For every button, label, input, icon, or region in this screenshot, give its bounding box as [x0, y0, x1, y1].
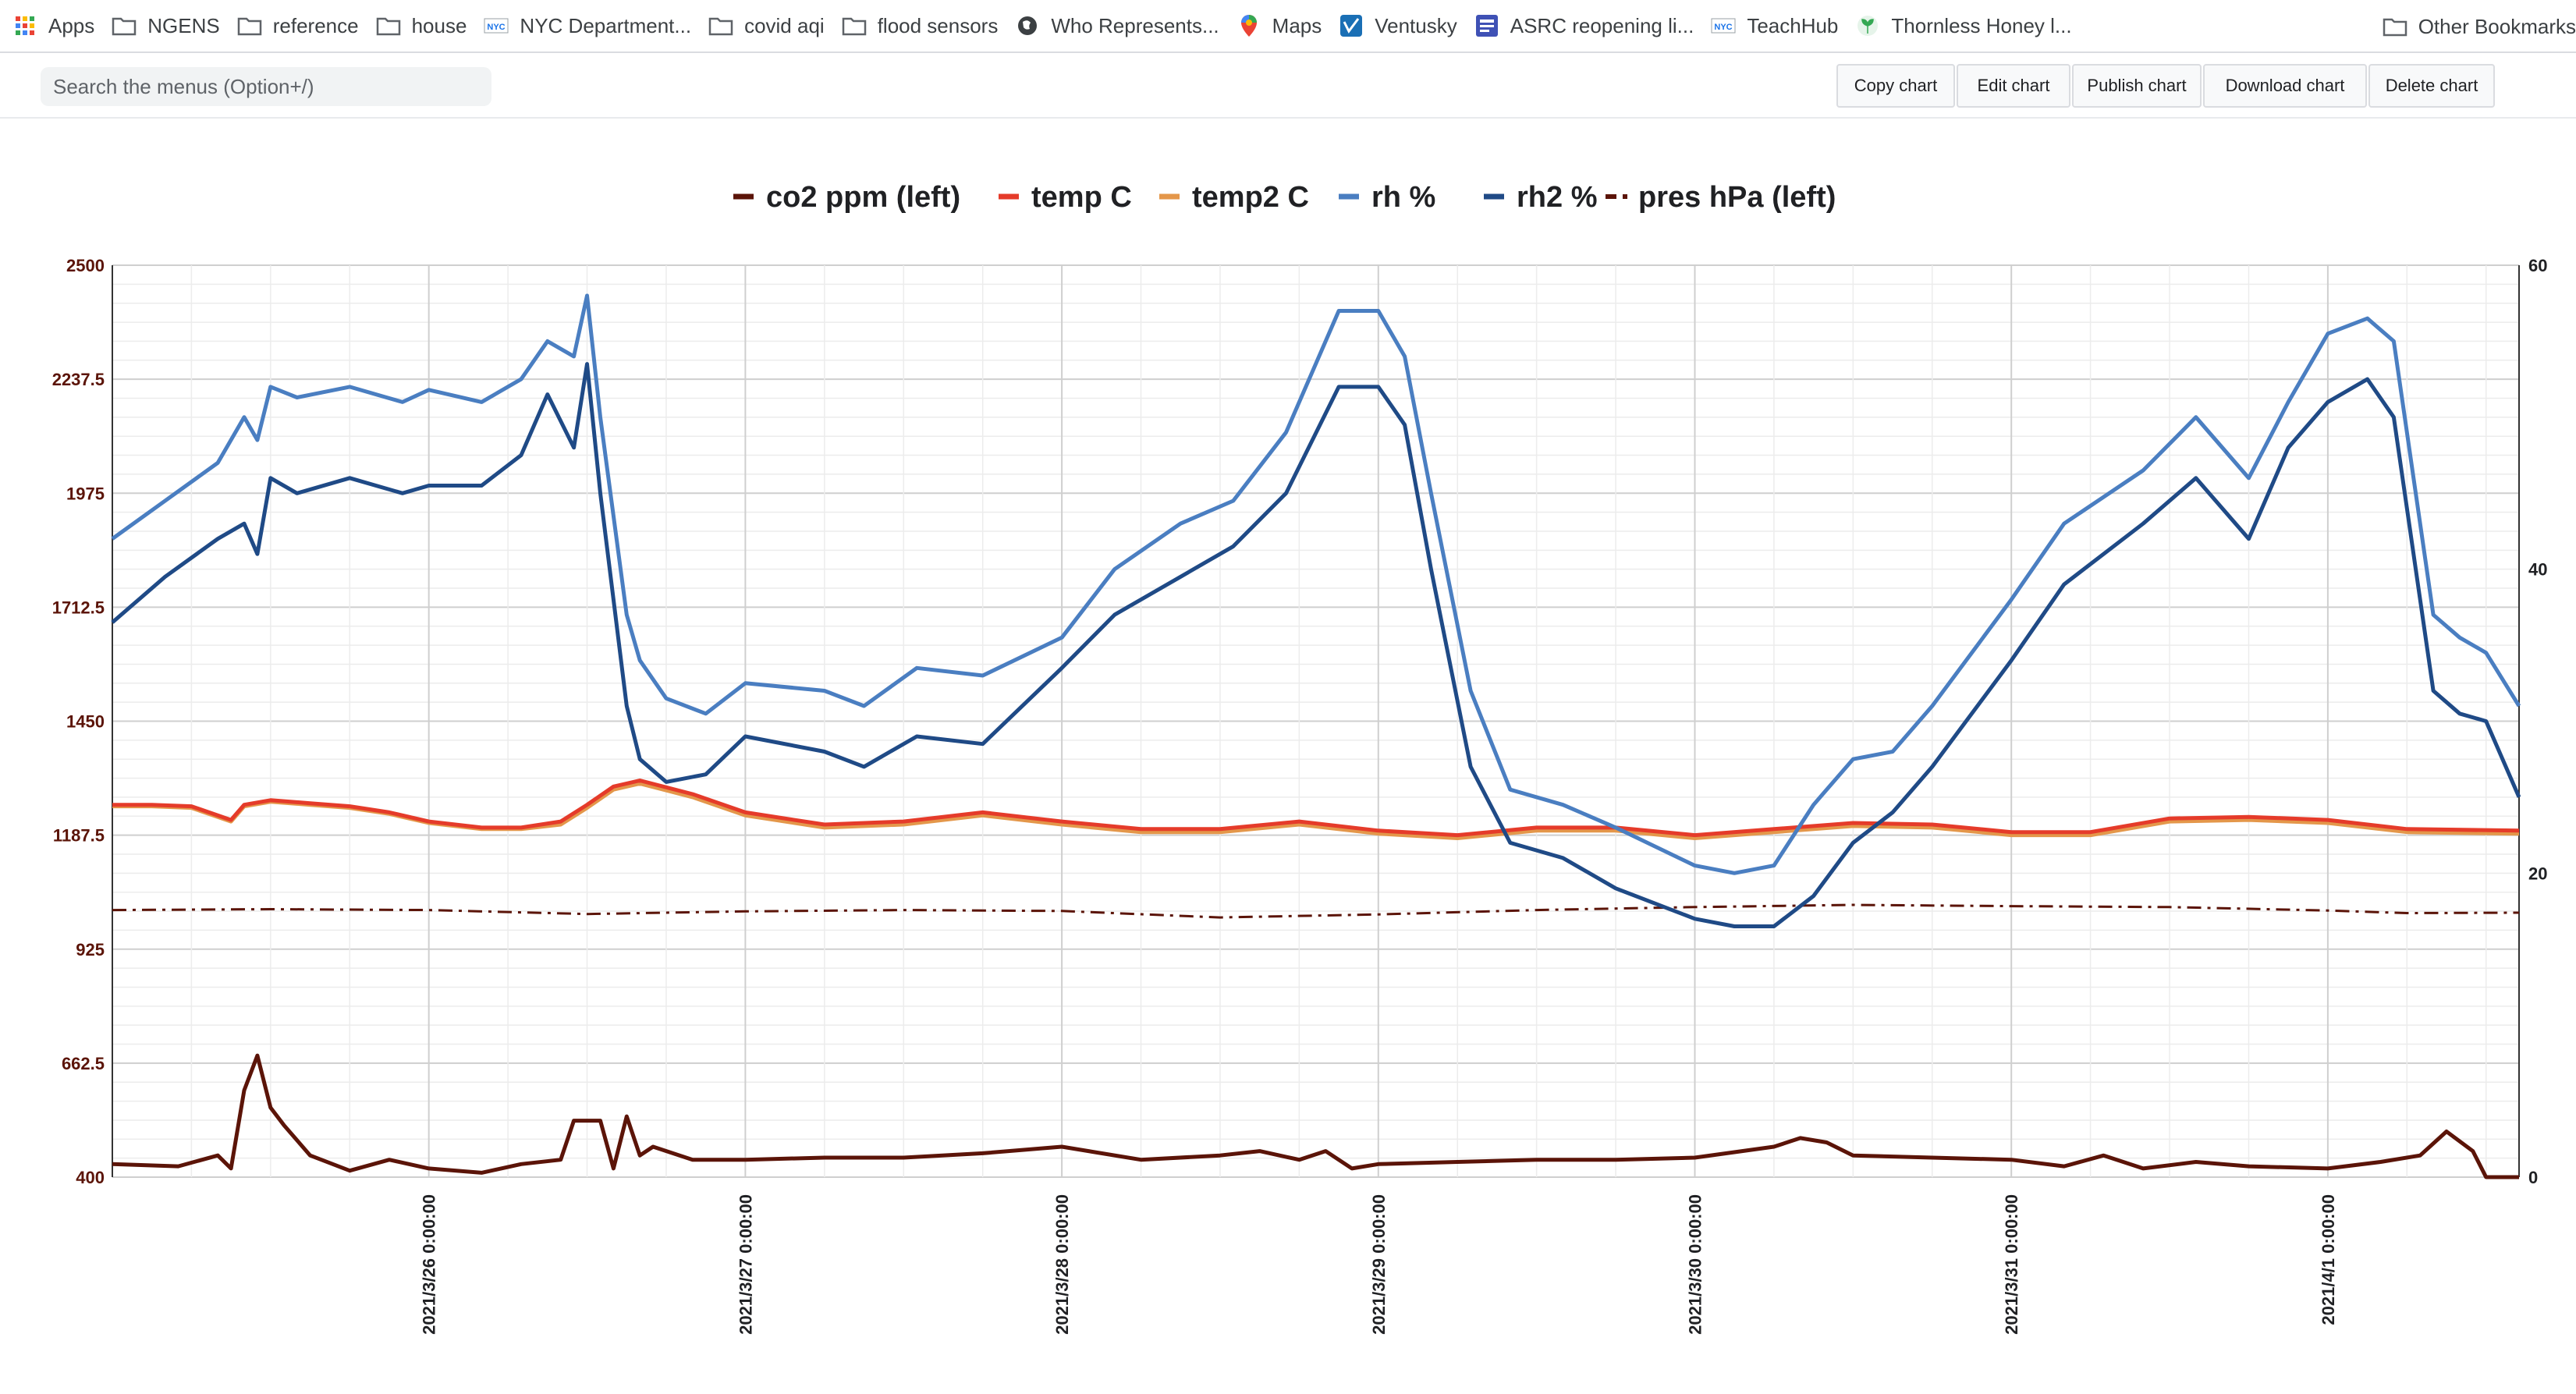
chart-series: [111, 293, 2521, 1179]
y-right-tick-label: 40: [2528, 560, 2547, 580]
series-line-2: [112, 781, 2520, 840]
y-left-tick-label: 1450: [66, 712, 105, 732]
chart-axes: 400662.59251187.514501712.519752237.5250…: [52, 256, 2548, 1335]
x-tick-label: 2021/3/26 0:00:00: [420, 1194, 439, 1335]
bookmark-label: covid aqi: [744, 13, 825, 37]
legend-label: co2 ppm (left): [766, 181, 960, 214]
legend-label: rh %: [1371, 181, 1435, 214]
bookmark-item[interactable]: flood sensors: [836, 5, 1009, 46]
bookmark-item[interactable]: NYC TeachHub: [1705, 5, 1849, 46]
edit-chart-button[interactable]: Edit chart: [1957, 64, 2070, 108]
x-tick-label: 2021/3/29 0:00:00: [1369, 1194, 1389, 1335]
x-tick-label: 2021/4/1 0:00:00: [2319, 1194, 2338, 1325]
bookmark-label: Maps: [1272, 13, 1322, 37]
series-line-1: [112, 779, 2520, 838]
publish-chart-button[interactable]: Publish chart: [2072, 64, 2202, 108]
search-menus-input[interactable]: [41, 67, 491, 106]
y-left-tick-label: 2237.5: [52, 370, 105, 389]
bookmark-item[interactable]: house: [370, 5, 478, 46]
legend-item[interactable]: temp2 C: [1159, 181, 1309, 214]
bookmark-label: NYC Department...: [520, 13, 692, 37]
svg-text:NYC: NYC: [488, 23, 506, 32]
folder-icon: [376, 13, 401, 38]
y-left-tick-label: 662.5: [62, 1054, 105, 1073]
bookmark-label: Thornless Honey l...: [1891, 13, 2072, 37]
folder-icon: [2383, 14, 2407, 39]
bookmark-item[interactable]: covid aqi: [702, 5, 836, 46]
chart-legend: co2 ppm (left) temp C temp2 C rh % rh2 % pres…: [733, 181, 1836, 214]
svg-text:NYC: NYC: [1715, 23, 1733, 32]
y-left-tick-label: 1187.5: [53, 826, 105, 846]
y-left-tick-label: 1712.5: [52, 598, 105, 617]
folder-icon: [112, 13, 137, 38]
legend-item[interactable]: rh %: [1339, 181, 1435, 214]
maps-pin-icon: [1237, 13, 1261, 38]
bookmark-label: Who Represents...: [1051, 13, 1219, 37]
legend-item[interactable]: pres hPa (left): [1606, 181, 1836, 214]
other-bookmarks[interactable]: Other Bookmarks: [2376, 6, 2576, 47]
bookmark-label: NGENS: [147, 13, 220, 37]
bookmarks-bar: Apps NGENS reference house NYC NYC Department…: [0, 0, 2576, 53]
chart-gridlines: [112, 264, 2519, 1178]
y-left-tick-label: 1975: [66, 484, 105, 503]
bookmark-item[interactable]: Who Represents...: [1009, 5, 1229, 46]
bookmark-label: Ventusky: [1375, 13, 1457, 37]
bookmark-label: flood sensors: [877, 13, 999, 37]
folder-icon: [842, 13, 867, 38]
bookmark-item[interactable]: Thornless Honey l...: [1849, 5, 2082, 46]
legend-label: temp C: [1031, 181, 1132, 214]
copy-chart-button[interactable]: Copy chart: [1836, 64, 1955, 108]
series-line-0: [112, 1053, 2519, 1179]
bookmark-item[interactable]: Ventusky: [1332, 5, 1468, 46]
plant-icon: [1855, 13, 1880, 38]
legend-item[interactable]: rh2 %: [1484, 181, 1597, 214]
ventusky-icon: [1339, 13, 1364, 38]
legend-label: temp2 C: [1192, 181, 1309, 214]
forms-icon: [1474, 13, 1499, 38]
y-right-tick-label: 60: [2528, 256, 2547, 275]
bookmark-label: reference: [272, 13, 359, 37]
chart-toolbar: Copy chart Edit chart Publish chart Down…: [0, 53, 2576, 119]
y-left-tick-label: 2500: [66, 256, 105, 275]
bookmark-label: house: [411, 13, 467, 37]
line-chart: co2 ppm (left) temp C temp2 C rh % rh2 % pres…: [52, 181, 2548, 1335]
apps-grid-icon: [12, 13, 37, 38]
bookmark-label: TeachHub: [1747, 13, 1839, 37]
folder-icon: [708, 13, 733, 38]
y-right-tick-label: 0: [2528, 1168, 2538, 1187]
x-tick-label: 2021/3/28 0:00:00: [1052, 1194, 1072, 1335]
x-tick-label: 2021/3/31 0:00:00: [2002, 1194, 2021, 1335]
legend-item[interactable]: co2 ppm (left): [733, 181, 960, 214]
bookmark-item[interactable]: NYC NYC Department...: [477, 5, 702, 46]
series-line-5: [112, 903, 2520, 919]
legend-label: pres hPa (left): [1638, 181, 1836, 214]
bookmark-label: Other Bookmarks: [2418, 14, 2576, 38]
chart-area: co2 ppm (left) temp C temp2 C rh % rh2 % pres…: [0, 119, 2576, 1390]
bookmark-item[interactable]: ASRC reopening li...: [1468, 5, 1705, 46]
y-left-tick-label: 400: [76, 1168, 105, 1187]
nyc-logo-icon: NYC: [484, 13, 509, 38]
legend-label: rh2 %: [1517, 181, 1597, 214]
x-tick-label: 2021/3/27 0:00:00: [736, 1194, 755, 1335]
download-chart-button[interactable]: Download chart: [2203, 64, 2367, 108]
series-line-3: [111, 293, 2521, 875]
bookmark-item[interactable]: NGENS: [105, 5, 230, 46]
legend-item[interactable]: temp C: [999, 181, 1132, 214]
x-tick-label: 2021/3/30 0:00:00: [1685, 1194, 1705, 1335]
y-right-tick-label: 20: [2528, 864, 2547, 883]
series-line-4: [111, 362, 2521, 928]
nyc-logo-icon: NYC: [1711, 13, 1736, 38]
bookmark-item[interactable]: Apps: [6, 5, 105, 46]
bookmark-item[interactable]: reference: [231, 5, 370, 46]
bookmark-item[interactable]: Maps: [1230, 5, 1333, 46]
delete-chart-button[interactable]: Delete chart: [2368, 64, 2495, 108]
bookmark-label: Apps: [48, 13, 95, 37]
folder-icon: [237, 13, 262, 38]
bookmark-label: ASRC reopening li...: [1510, 13, 1694, 37]
globe-icon: [1015, 13, 1040, 38]
y-left-tick-label: 925: [76, 940, 105, 959]
